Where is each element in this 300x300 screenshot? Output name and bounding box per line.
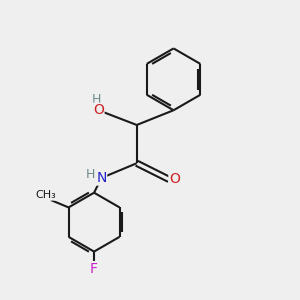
Text: CH₃: CH₃: [35, 190, 56, 200]
Text: O: O: [93, 103, 104, 117]
Text: N: N: [96, 171, 106, 185]
Text: O: O: [169, 172, 180, 186]
Text: F: F: [90, 262, 98, 276]
Text: H: H: [92, 93, 101, 106]
Text: H: H: [85, 168, 95, 181]
